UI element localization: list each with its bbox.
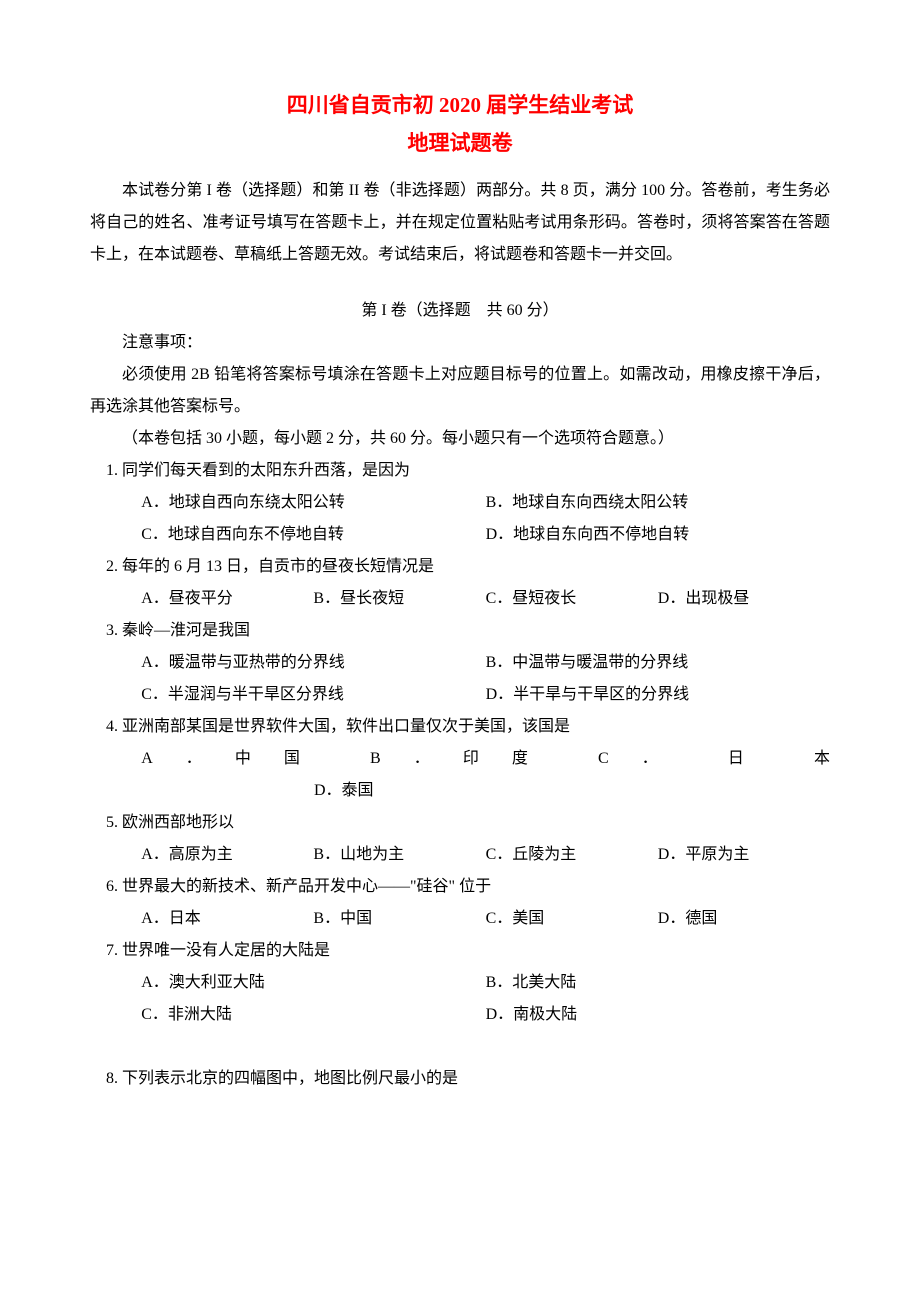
q7-num: 7. [106, 942, 118, 959]
q6-option-b: B．中国 [313, 903, 485, 935]
exam-page: 四川省自贡市初 2020 届学生结业考试 地理试题卷 本试卷分第 I 卷（选择题… [0, 0, 920, 1185]
q4-option-b: B．印度 [370, 750, 561, 767]
q7-option-d: D．南极大陆 [486, 999, 830, 1031]
section-header: 第 I 卷（选择题 共 60 分） [90, 295, 830, 327]
q5-option-c: C．丘陵为主 [486, 839, 658, 871]
q2-num: 2. [106, 558, 118, 575]
q2-option-b: B．昼长夜短 [313, 583, 485, 615]
exam-subtitle: 地理试题卷 [90, 128, 830, 160]
q7-option-a: A．澳大利亚大陆 [141, 967, 485, 999]
q7-option-c: C．非洲大陆 [141, 999, 485, 1031]
notice-label: 注意事项： [90, 327, 830, 359]
q5-option-d: D．平原为主 [658, 839, 830, 871]
q1-option-a: A．地球自西向东绕太阳公转 [141, 487, 485, 519]
q4-num: 4. [106, 718, 118, 735]
q4-option-a: A．中国 [141, 750, 333, 767]
q8-stem: 下列表示北京的四幅图中，地图比例尺最小的是 [122, 1070, 458, 1087]
q3-option-c: C．半湿润与半干旱区分界线 [141, 679, 485, 711]
q5-num: 5. [106, 814, 118, 831]
intro-paragraph: 本试卷分第 I 卷（选择题）和第 II 卷（非选择题）两部分。共 8 页，满分 … [90, 175, 830, 271]
instructions: 必须使用 2B 铅笔将答案标号填涂在答题卡上对应题目标号的位置上。如需改动，用橡… [90, 359, 830, 423]
q4-options: A．中国 B．印度 C． 日 本 D．泰国 [90, 743, 830, 807]
q3-stem: 秦岭—淮河是我国 [122, 622, 250, 639]
exam-title: 四川省自贡市初 2020 届学生结业考试 [90, 90, 830, 122]
q4-option-c-prefix: C． [598, 750, 691, 767]
question-2: 2. 每年的 6 月 13 日，自贡市的昼夜长短情况是 [90, 551, 830, 583]
q7-option-b: B．北美大陆 [486, 967, 830, 999]
q3-option-d: D．半干旱与干旱区的分界线 [486, 679, 830, 711]
question-4: 4. 亚洲南部某国是世界软件大国，软件出口量仅次于美国，该国是 [90, 711, 830, 743]
q3-options: A．暖温带与亚热带的分界线 B．中温带与暖温带的分界线 C．半湿润与半干旱区分界… [90, 647, 830, 711]
q2-stem: 每年的 6 月 13 日，自贡市的昼夜长短情况是 [122, 558, 434, 575]
q2-option-a: A．昼夜平分 [141, 583, 313, 615]
q1-option-b: B．地球自东向西绕太阳公转 [486, 487, 830, 519]
question-8: 8. 下列表示北京的四幅图中，地图比例尺最小的是 [90, 1063, 830, 1095]
q6-option-c: C．美国 [486, 903, 658, 935]
q6-num: 6. [106, 878, 118, 895]
q4-option-c-char2: 本 [814, 750, 830, 767]
scope-note: （本卷包括 30 小题，每小题 2 分，共 60 分。每小题只有一个选项符合题意… [90, 423, 830, 455]
q4-option-c-char1: 日 [728, 750, 777, 767]
q1-stem: 同学们每天看到的太阳东升西落，是因为 [122, 462, 410, 479]
q1-option-d: D．地球自东向西不停地自转 [486, 519, 830, 551]
q3-option-a: A．暖温带与亚热带的分界线 [141, 647, 485, 679]
question-5: 5. 欧洲西部地形以 [90, 807, 830, 839]
q5-stem: 欧洲西部地形以 [122, 814, 234, 831]
q2-options: A．昼夜平分 B．昼长夜短 C．昼短夜长 D．出现极昼 [90, 583, 830, 615]
question-6: 6. 世界最大的新技术、新产品开发中心——"硅谷" 位于 [90, 871, 830, 903]
q2-option-c: C．昼短夜长 [486, 583, 658, 615]
q1-options: A．地球自西向东绕太阳公转 B．地球自东向西绕太阳公转 C．地球自西向东不停地自… [90, 487, 830, 551]
question-7: 7. 世界唯一没有人定居的大陆是 [90, 935, 830, 967]
q2-option-d: D．出现极昼 [658, 583, 830, 615]
q6-stem: 世界最大的新技术、新产品开发中心——"硅谷" 位于 [122, 878, 491, 895]
q1-num: 1. [106, 462, 118, 479]
question-3: 3. 秦岭—淮河是我国 [90, 615, 830, 647]
q1-option-c: C．地球自西向东不停地自转 [141, 519, 485, 551]
q6-options: A．日本 B．中国 C．美国 D．德国 [90, 903, 830, 935]
q6-option-a: A．日本 [141, 903, 313, 935]
q7-options: A．澳大利亚大陆 B．北美大陆 C．非洲大陆 D．南极大陆 [90, 967, 830, 1031]
q5-option-a: A．高原为主 [141, 839, 313, 871]
q5-options: A．高原为主 B．山地为主 C．丘陵为主 D．平原为主 [90, 839, 830, 871]
q3-option-b: B．中温带与暖温带的分界线 [486, 647, 830, 679]
q5-option-b: B．山地为主 [313, 839, 485, 871]
question-1: 1. 同学们每天看到的太阳东升西落，是因为 [90, 455, 830, 487]
q4-option-d: D．泰国 [314, 782, 374, 799]
q7-stem: 世界唯一没有人定居的大陆是 [122, 942, 330, 959]
q8-num: 8. [106, 1070, 118, 1087]
q3-num: 3. [106, 622, 118, 639]
q4-stem: 亚洲南部某国是世界软件大国，软件出口量仅次于美国，该国是 [122, 718, 570, 735]
q6-option-d: D．德国 [658, 903, 830, 935]
